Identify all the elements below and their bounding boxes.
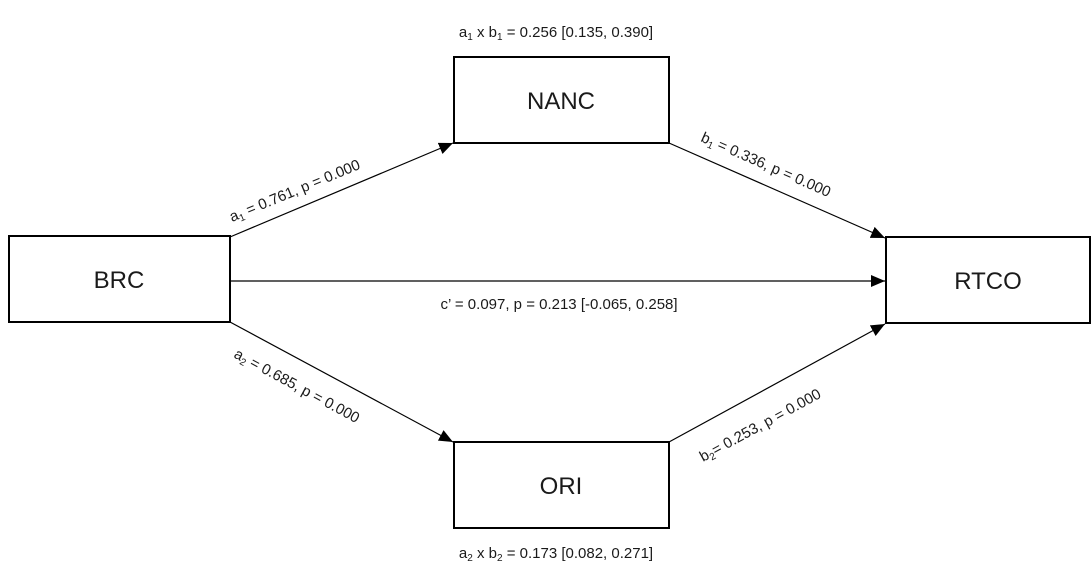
path-label-b1: b1 = 0.336, p = 0.000 [698,129,834,203]
arrow-nanc-rtco [668,142,886,239]
arrow-ori-rtco [668,323,886,443]
node-ori: ORI [453,441,670,529]
node-brc: BRC [8,235,231,323]
node-brc-label: BRC [94,267,145,294]
path-label-a1: a1 = 0.761, p = 0.000 [227,156,363,227]
node-nanc: NANC [453,56,670,144]
path-label-c-prime: c’ = 0.097, p = 0.213 [-0.065, 0.258] [440,296,677,313]
node-nanc-label: NANC [527,88,595,115]
path-label-b2: b2= 0.253, p = 0.000 [697,386,825,468]
indirect-effect-top: a1 x b1 = 0.256 [0.135, 0.390] [459,24,653,43]
arrow-brc-ori [229,321,454,443]
indirect-effect-bottom: a2 x b2 = 0.173 [0.082, 0.271] [459,545,653,563]
node-ori-label: ORI [540,473,583,500]
node-rtco-label: RTCO [954,268,1022,295]
node-rtco: RTCO [885,236,1091,324]
arrow-brc-nanc [229,142,454,238]
